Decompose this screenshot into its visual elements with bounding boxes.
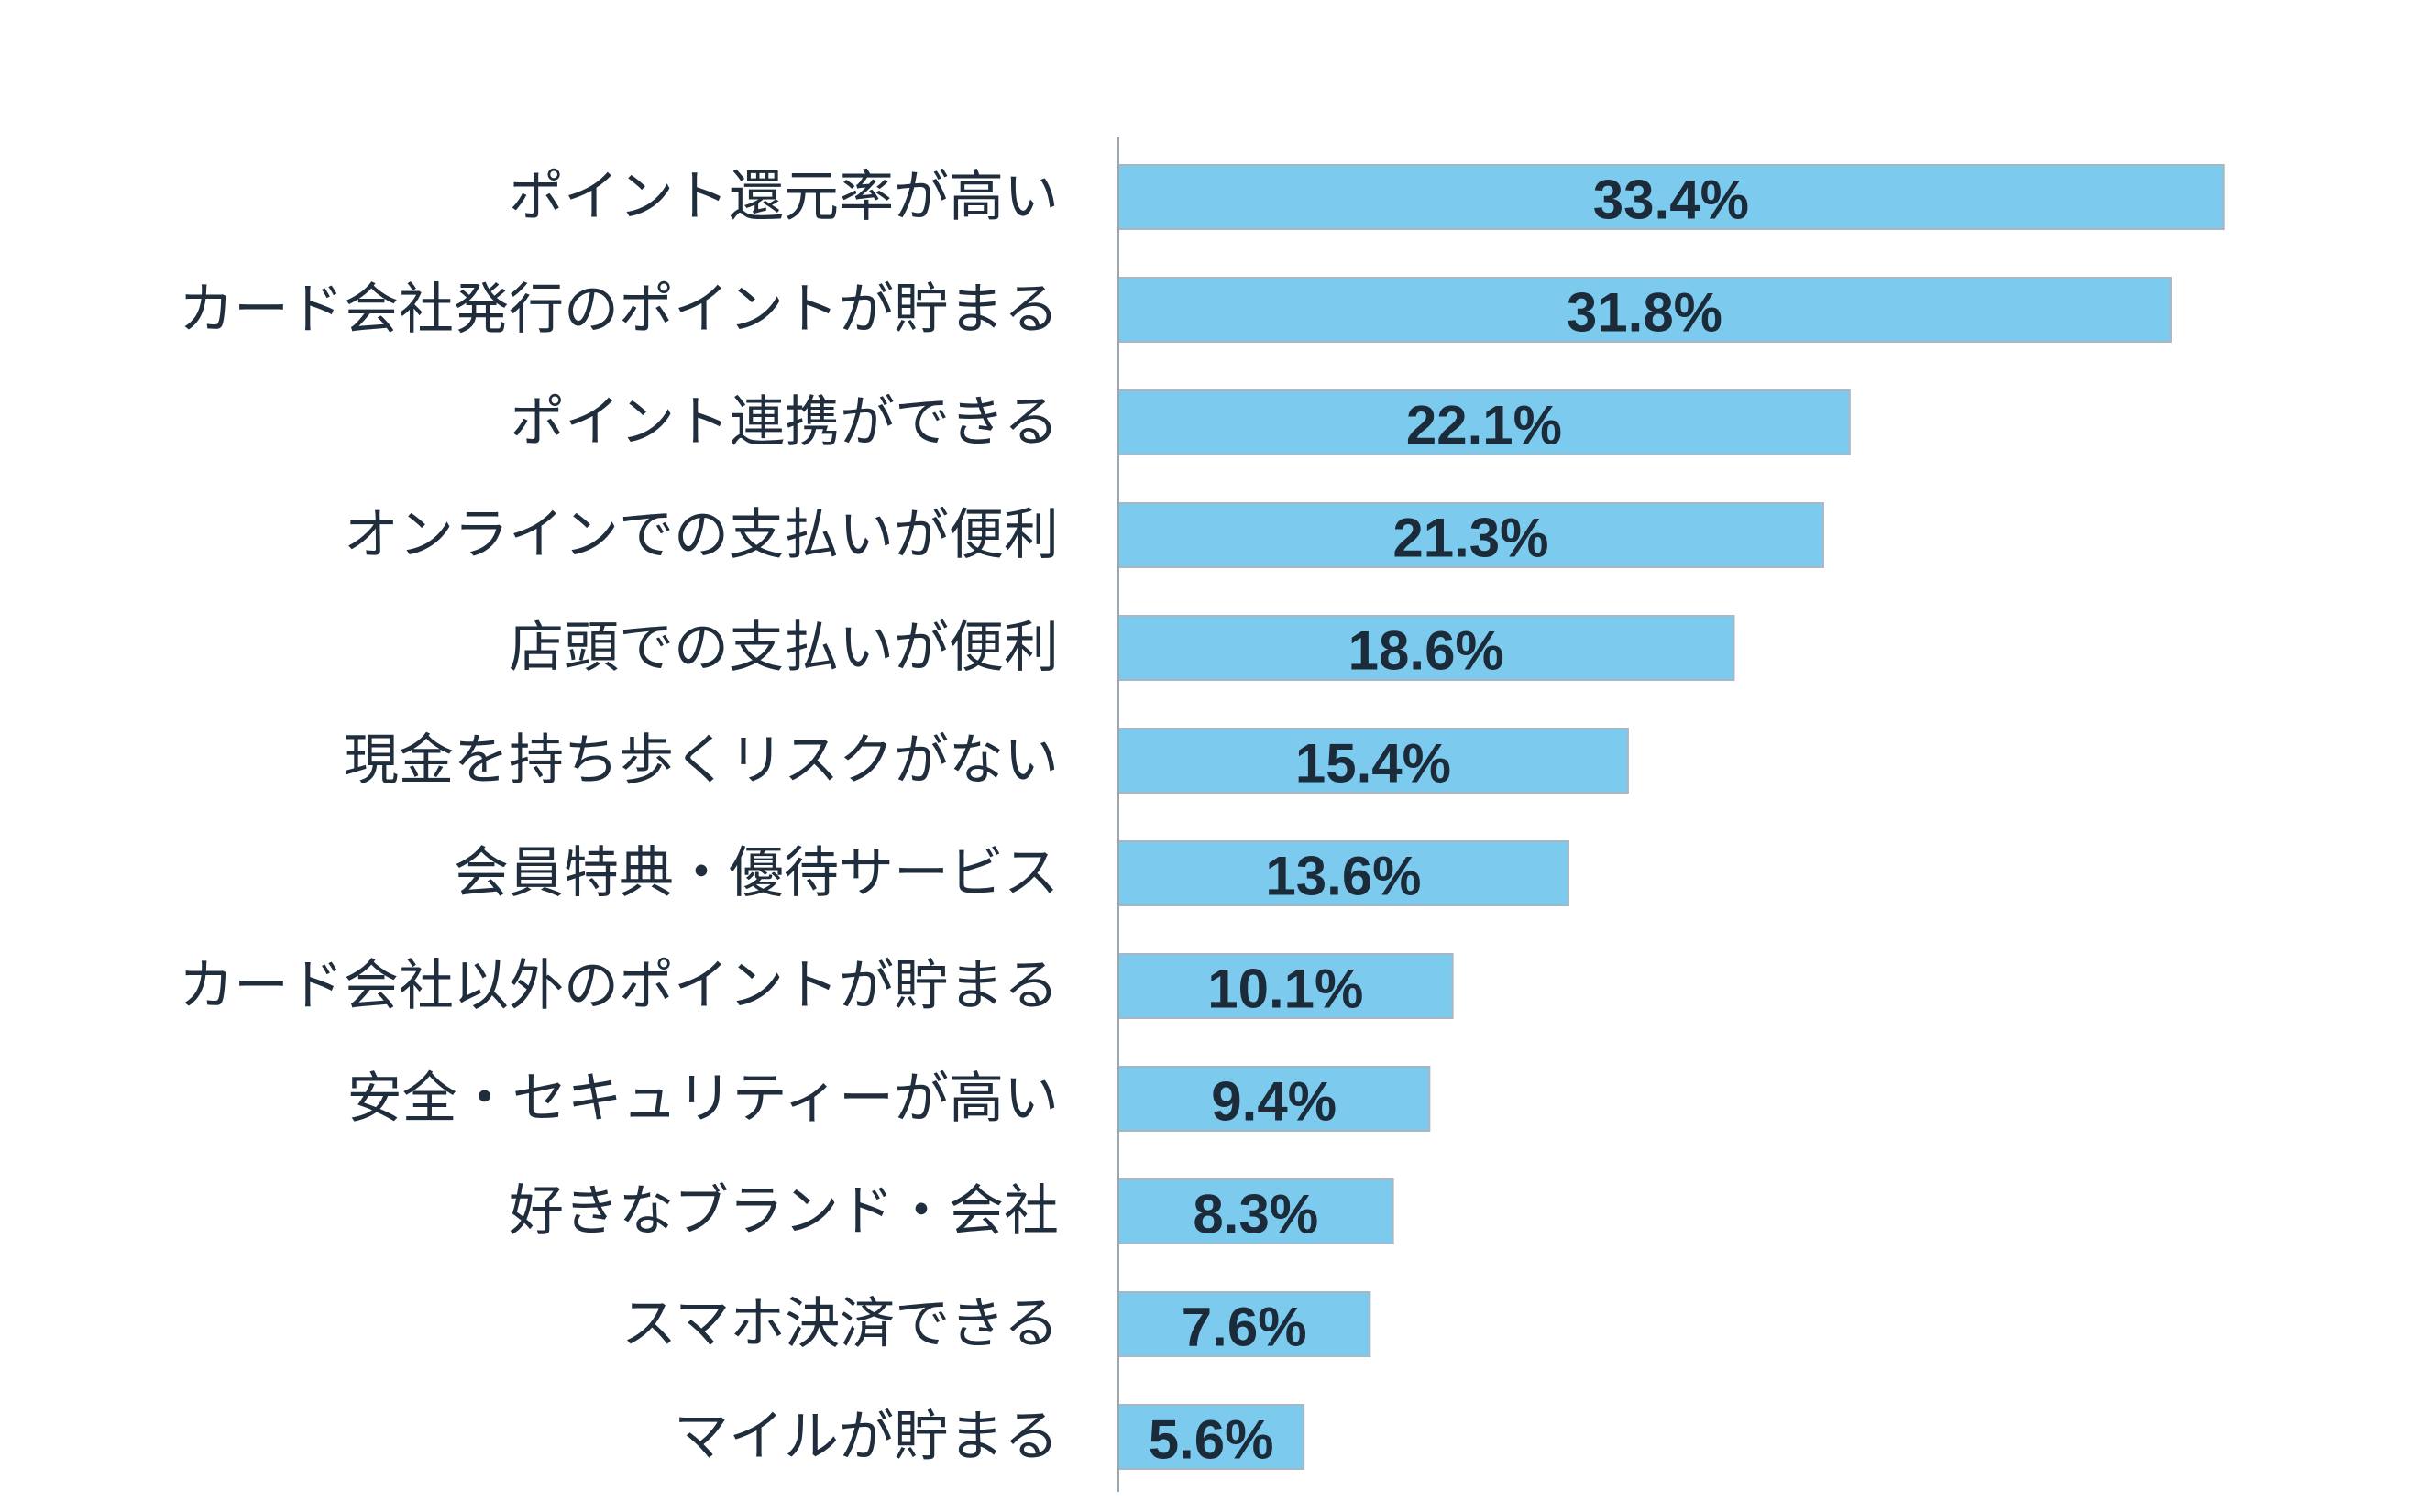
- category-label-4: オンラインでの支払いが便利: [344, 503, 1059, 567]
- category-label-10: 好きなブランド・会社: [509, 1179, 1059, 1244]
- value-label-2: 31.8%: [1567, 282, 1722, 344]
- bar-10: [1117, 1178, 1394, 1244]
- value-label-6: 15.4%: [1295, 733, 1451, 794]
- category-labels: ポイント還元率が高いカード会社発行のポイントが貯まるポイント連携ができるオンライ…: [179, 165, 1059, 1469]
- bar-7: [1117, 840, 1569, 906]
- value-label-5: 18.6%: [1348, 620, 1504, 682]
- bar-2: [1117, 277, 2172, 343]
- category-label-8: カード会社以外のポイントが貯まる: [179, 954, 1059, 1018]
- value-label-1: 33.4%: [1593, 170, 1749, 231]
- category-label-12: マイルが貯まる: [674, 1405, 1059, 1469]
- category-label-1: ポイント還元率が高い: [509, 165, 1059, 229]
- value-label-4: 21.3%: [1392, 508, 1548, 569]
- value-label-3: 22.1%: [1406, 395, 1562, 456]
- value-label-8: 10.1%: [1207, 959, 1363, 1020]
- bar-3: [1117, 389, 1851, 455]
- bar-12: [1117, 1404, 1305, 1470]
- category-label-7: 会員特典・優待サービス: [454, 841, 1059, 905]
- bar-1: [1117, 164, 2225, 230]
- value-label-7: 13.6%: [1265, 846, 1421, 907]
- value-label-12: 5.6%: [1149, 1409, 1274, 1471]
- bar-4: [1117, 502, 1824, 568]
- category-label-5: 店頭での支払いが便利: [509, 616, 1059, 680]
- category-label-3: ポイント連携ができる: [510, 390, 1059, 455]
- value-label-9: 9.4%: [1211, 1071, 1336, 1133]
- category-label-2: カード会社発行のポイントが貯まる: [179, 278, 1059, 342]
- category-label-11: スマホ決済できる: [622, 1292, 1059, 1356]
- bars-layer: [1117, 164, 2225, 1470]
- value-label-10: 8.3%: [1193, 1184, 1318, 1245]
- category-label-6: 現金を持ち歩くリスクがない: [344, 729, 1059, 793]
- category-label-9: 安全・セキュリティーが高い: [347, 1067, 1059, 1131]
- value-labels: 33.4% 31.8%22.1% 21.3% 18.6% 15.4% 13.6% 10.1%…: [1149, 170, 1749, 1471]
- value-label-11: 7.6%: [1182, 1297, 1307, 1358]
- bar-5: [1117, 615, 1735, 681]
- bar-11: [1117, 1291, 1371, 1357]
